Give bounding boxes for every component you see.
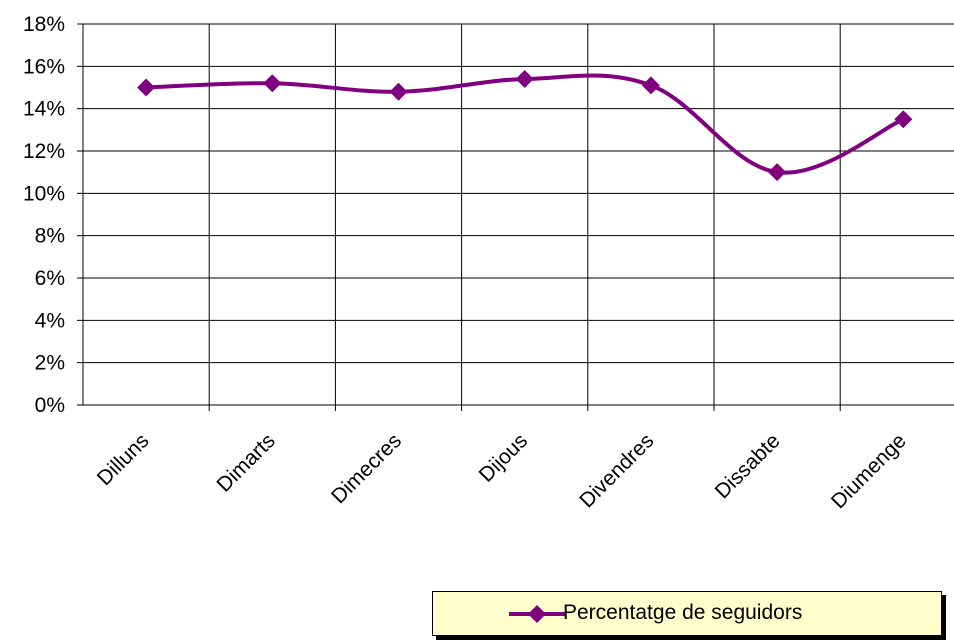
- x-axis-tick-labels: Dilluns Dimarts Dimecres Dijous Divendres Dis…: [93, 429, 911, 513]
- legend-label: Percentatge de seguidors: [563, 601, 803, 624]
- series-line: [146, 73, 905, 175]
- series-line-path: [146, 73, 905, 175]
- y-tick-label: 2%: [35, 352, 65, 375]
- data-point-dijous: [515, 70, 534, 89]
- y-tick-label: 8%: [35, 225, 65, 248]
- data-point-diumenge: [894, 110, 913, 129]
- data-point-dimecres: [389, 82, 408, 101]
- series-markers: [137, 70, 913, 182]
- y-tick-label: 0%: [35, 394, 65, 417]
- y-axis-tick-labels: 0% 2% 4% 6% 8% 10% 12% 14% 16% 18%: [23, 13, 65, 417]
- data-point-divendres: [641, 76, 660, 95]
- data-point-dissabte: [768, 163, 787, 182]
- x-tick-label: Diumenge: [827, 429, 911, 513]
- x-tick-label: Dilluns: [93, 429, 154, 490]
- y-tick-label: 18%: [23, 13, 65, 36]
- y-tick-label: 16%: [23, 55, 65, 78]
- x-tick-label: Dimecres: [327, 429, 406, 508]
- legend: Percentatge de seguidors: [432, 591, 942, 636]
- x-tick-label: Dimarts: [212, 429, 279, 496]
- y-tick-label: 12%: [23, 140, 65, 163]
- data-point-dilluns: [137, 78, 156, 97]
- x-tick-label: Dijous: [475, 429, 533, 487]
- y-tick-label: 10%: [23, 182, 65, 205]
- legend-series-marker-icon: [509, 605, 565, 623]
- data-point-dimarts: [263, 74, 282, 93]
- y-tick-label: 6%: [35, 267, 65, 290]
- y-tick-label: 4%: [35, 309, 65, 332]
- y-tick-label: 14%: [23, 98, 65, 121]
- axes: [77, 23, 954, 411]
- x-tick-label: Dissabte: [711, 429, 785, 503]
- x-tick-label: Divendres: [575, 429, 658, 512]
